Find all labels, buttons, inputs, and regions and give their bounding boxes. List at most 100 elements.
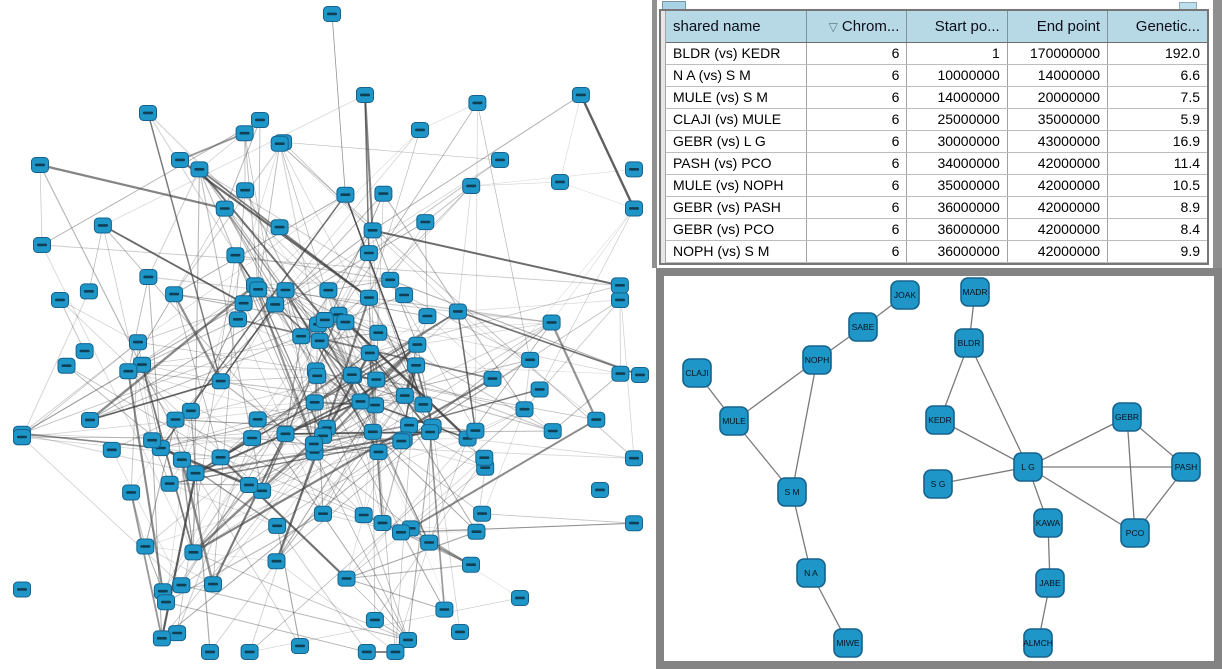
table-cell[interactable]: 5.9 bbox=[1107, 108, 1207, 131]
network-node-na[interactable]: N A bbox=[796, 558, 826, 588]
node-shape[interactable] bbox=[1120, 518, 1150, 548]
network-node[interactable] bbox=[395, 287, 414, 304]
network-node[interactable] bbox=[292, 328, 311, 345]
network-node[interactable] bbox=[448, 303, 467, 320]
network-node[interactable] bbox=[319, 282, 338, 299]
table-cell[interactable]: 36000000 bbox=[906, 196, 1008, 219]
table-cell[interactable]: 25000000 bbox=[906, 108, 1008, 131]
node-shape[interactable] bbox=[954, 328, 984, 358]
network-node[interactable] bbox=[305, 394, 324, 411]
main-network-canvas[interactable] bbox=[0, 0, 652, 669]
table-cell[interactable]: 6 bbox=[806, 130, 908, 153]
table-cell[interactable]: 35000000 bbox=[1007, 108, 1109, 131]
table-cell[interactable]: NOPH (vs) S M bbox=[666, 240, 808, 264]
table-cell[interactable]: 42000000 bbox=[1007, 196, 1109, 219]
column-header-end-point[interactable]: End point bbox=[1007, 11, 1109, 43]
network-node[interactable] bbox=[435, 601, 454, 618]
table-cell[interactable]: 14000000 bbox=[1007, 64, 1109, 87]
network-node[interactable] bbox=[462, 556, 480, 573]
network-node[interactable] bbox=[363, 423, 382, 440]
network-node-claji[interactable]: CLAJI bbox=[682, 358, 712, 388]
network-node[interactable] bbox=[93, 217, 112, 234]
table-cell[interactable]: 9.9 bbox=[1107, 240, 1207, 264]
network-node[interactable] bbox=[359, 245, 378, 262]
network-node[interactable] bbox=[386, 644, 405, 660]
network-node[interactable] bbox=[13, 581, 31, 598]
network-node[interactable] bbox=[421, 424, 440, 441]
network-node[interactable] bbox=[204, 576, 222, 593]
table-row[interactable]: BLDR (vs) KEDR 6 1 170000000 192.0 bbox=[666, 42, 1207, 65]
table-cell[interactable]: 14000000 bbox=[906, 86, 1008, 109]
network-node[interactable] bbox=[186, 465, 205, 482]
table-cell[interactable]: 6 bbox=[806, 42, 908, 65]
network-node[interactable] bbox=[610, 277, 629, 294]
network-node-kawa[interactable]: KAWA bbox=[1033, 508, 1063, 538]
network-node[interactable] bbox=[165, 286, 184, 303]
network-node[interactable] bbox=[249, 281, 268, 298]
node-shape[interactable] bbox=[719, 406, 749, 436]
table-row[interactable]: MULE (vs) S M 6 14000000 20000000 7.5 bbox=[666, 86, 1207, 109]
network-node[interactable] bbox=[172, 577, 191, 594]
table-cell[interactable]: 10000000 bbox=[906, 64, 1008, 87]
network-node-kedr[interactable]: KEDR bbox=[925, 405, 955, 435]
network-node[interactable] bbox=[119, 363, 138, 380]
table-cell[interactable]: 8.9 bbox=[1107, 196, 1207, 219]
node-shape[interactable] bbox=[1112, 402, 1142, 432]
network-node[interactable] bbox=[625, 450, 643, 467]
network-node[interactable] bbox=[152, 630, 171, 647]
network-node-pco[interactable]: PCO bbox=[1120, 518, 1150, 548]
network-node[interactable] bbox=[229, 311, 247, 328]
node-shape[interactable] bbox=[923, 469, 953, 499]
network-node[interactable] bbox=[363, 222, 382, 239]
network-node[interactable] bbox=[625, 200, 643, 217]
node-shape[interactable] bbox=[960, 277, 990, 307]
network-node[interactable] bbox=[451, 624, 469, 640]
network-node[interactable] bbox=[122, 484, 141, 501]
node-shape[interactable] bbox=[848, 312, 878, 342]
network-node-lg[interactable]: L G bbox=[1013, 452, 1043, 482]
network-node[interactable] bbox=[139, 105, 157, 121]
node-shape[interactable] bbox=[1171, 452, 1201, 482]
network-node[interactable] bbox=[473, 505, 492, 522]
column-header-chrom-[interactable]: ▽ Chrom... bbox=[806, 11, 908, 43]
network-node[interactable] bbox=[551, 174, 569, 190]
network-node-mule[interactable]: MULE bbox=[719, 406, 749, 436]
table-cell[interactable]: 6 bbox=[806, 86, 908, 109]
network-node[interactable] bbox=[310, 332, 329, 349]
network-node[interactable] bbox=[304, 436, 323, 452]
network-node-sg[interactable]: S G bbox=[923, 469, 953, 499]
network-node[interactable] bbox=[166, 411, 185, 428]
network-node-joak[interactable]: JOAK bbox=[890, 280, 920, 310]
table-cell[interactable]: GEBR (vs) PASH bbox=[666, 196, 808, 219]
network-edge-BLDR-LG[interactable] bbox=[968, 342, 1029, 468]
network-node[interactable] bbox=[211, 449, 230, 466]
table-cell[interactable]: 6 bbox=[806, 152, 908, 175]
network-node[interactable] bbox=[342, 366, 361, 383]
table-cell[interactable]: 6 bbox=[806, 218, 908, 241]
network-node-gebr[interactable]: GEBR bbox=[1112, 402, 1142, 432]
node-shape[interactable] bbox=[925, 405, 955, 435]
network-node[interactable] bbox=[291, 638, 309, 654]
network-node[interactable] bbox=[190, 161, 209, 178]
network-node[interactable] bbox=[625, 515, 643, 532]
table-row[interactable]: GEBR (vs) PCO 6 36000000 42000000 8.4 bbox=[666, 218, 1207, 241]
network-node[interactable] bbox=[337, 570, 356, 587]
network-node[interactable] bbox=[215, 200, 234, 217]
node-shape[interactable] bbox=[777, 477, 807, 507]
network-node[interactable] bbox=[365, 612, 384, 628]
network-node[interactable] bbox=[314, 505, 332, 522]
network-node-sm[interactable]: S M bbox=[777, 477, 807, 507]
table-cell[interactable]: 20000000 bbox=[1007, 86, 1109, 109]
table-row[interactable]: N A (vs) S M 6 10000000 14000000 6.6 bbox=[666, 64, 1207, 87]
column-header-genetic-[interactable]: Genetic... bbox=[1107, 11, 1207, 43]
network-node[interactable] bbox=[75, 343, 94, 360]
network-node[interactable] bbox=[57, 357, 76, 374]
node-shape[interactable] bbox=[1035, 568, 1065, 598]
network-node[interactable] bbox=[136, 538, 155, 555]
table-row[interactable]: GEBR (vs) PASH 6 36000000 42000000 8.9 bbox=[666, 196, 1207, 219]
table-cell[interactable]: 11.4 bbox=[1107, 152, 1207, 175]
network-node[interactable] bbox=[420, 534, 439, 551]
table-cell[interactable]: 36000000 bbox=[906, 240, 1008, 264]
network-node[interactable] bbox=[235, 125, 254, 142]
table-cell[interactable]: 34000000 bbox=[906, 152, 1008, 175]
